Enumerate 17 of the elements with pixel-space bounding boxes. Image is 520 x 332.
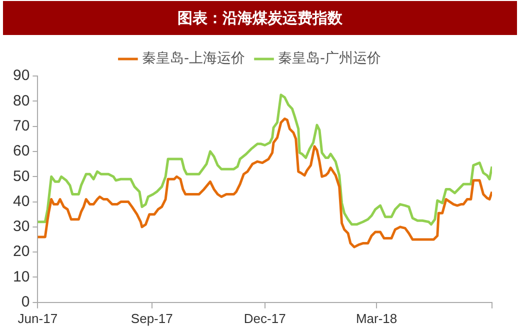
- y-tick-label: 0: [21, 294, 30, 311]
- legend-label: 秦皇岛-广州运价: [278, 50, 382, 67]
- y-tick-label: 60: [12, 142, 30, 160]
- x-tick-label: Dec-17: [244, 310, 286, 326]
- y-tick-label: 30: [12, 218, 30, 236]
- y-tick-label: 20: [12, 243, 30, 260]
- y-tick-label: 10: [12, 268, 30, 286]
- chart-title: 图表：沿海煤炭运费指数: [3, 1, 517, 35]
- x-tick-label: Jun-17: [18, 310, 58, 326]
- x-tick-label: Mar-18: [356, 310, 398, 326]
- y-tick-label: 40: [12, 192, 30, 210]
- legend-label: 秦皇岛-上海运价: [142, 50, 246, 67]
- y-tick-label: 70: [12, 117, 30, 134]
- y-tick-label: 80: [12, 92, 30, 110]
- y-tick-label: 90: [12, 67, 30, 84]
- x-tick-label: Sep-17: [130, 310, 173, 326]
- y-tick-label: 50: [12, 168, 30, 185]
